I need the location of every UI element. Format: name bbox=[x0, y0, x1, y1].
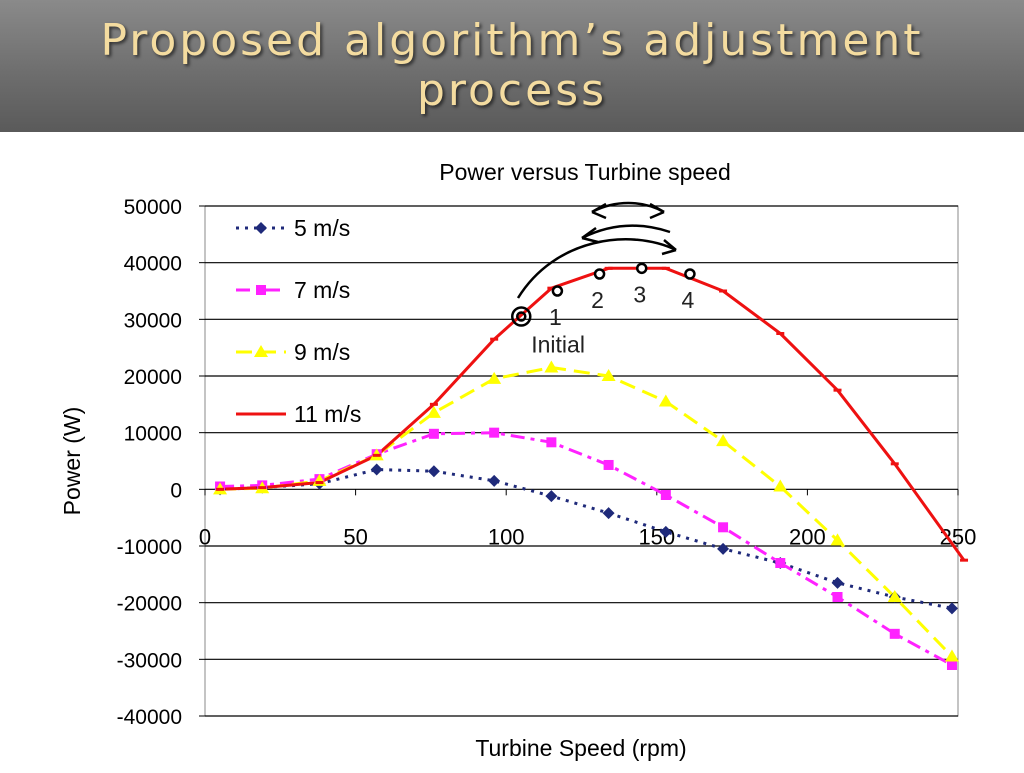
x-axis-label: Turbine Speed (rpm) bbox=[475, 735, 686, 761]
data-point-5ms bbox=[602, 507, 615, 520]
y-tick-label: 50000 bbox=[124, 196, 182, 219]
data-point-9ms bbox=[887, 590, 902, 602]
initial-point-outer bbox=[511, 306, 532, 327]
y-tick-label: 30000 bbox=[124, 309, 182, 332]
annotation-label-4: 4 bbox=[682, 287, 695, 313]
data-point-9ms bbox=[254, 345, 268, 357]
annotation-label-3: 3 bbox=[633, 281, 646, 307]
arrowhead-top-left bbox=[591, 202, 607, 220]
y-tick-label: -20000 bbox=[117, 593, 182, 616]
data-point-7ms bbox=[256, 285, 266, 295]
data-point-5ms bbox=[255, 222, 267, 234]
legend-label: 5 m/s bbox=[294, 215, 350, 241]
data-point-7ms bbox=[775, 558, 786, 568]
data-point-5ms bbox=[717, 542, 730, 555]
data-point-5ms bbox=[545, 490, 558, 503]
x-tick-label: 100 bbox=[488, 524, 525, 549]
data-point-5ms bbox=[945, 602, 958, 615]
power-vs-speed-chart: -40000 -30000 -20000 -10000 0 10000 20000 30000… bbox=[0, 132, 1024, 768]
x-tick-label: 150 bbox=[638, 524, 675, 549]
slide-title: Proposed algorithm’s adjustment process bbox=[100, 15, 924, 116]
y-tick-label: -30000 bbox=[117, 649, 182, 672]
x-tick-label: 200 bbox=[789, 524, 826, 549]
data-point-9ms bbox=[487, 371, 502, 384]
data-point-9ms bbox=[716, 434, 731, 447]
operating-point-2 bbox=[593, 268, 606, 280]
annotation-label-initial: Initial bbox=[531, 332, 585, 358]
data-point-9ms bbox=[426, 405, 441, 418]
initial-point-inner bbox=[516, 311, 527, 322]
data-point-7ms bbox=[489, 427, 500, 438]
data-point-5ms bbox=[659, 525, 672, 538]
arrowhead-top-right bbox=[649, 202, 665, 220]
annotation-label-2: 2 bbox=[591, 287, 604, 313]
y-tick-label: -40000 bbox=[117, 706, 182, 729]
slide-header: Proposed algorithm’s adjustment process bbox=[0, 0, 1024, 132]
y-tick-label: 20000 bbox=[124, 366, 182, 389]
data-point-5ms bbox=[488, 474, 501, 487]
y-tick-label: -10000 bbox=[117, 536, 182, 559]
series-line-5ms bbox=[220, 468, 953, 610]
adjustment-arrows bbox=[516, 201, 677, 299]
y-tick-label: 10000 bbox=[124, 423, 182, 446]
x-tick-label: 250 bbox=[940, 524, 977, 549]
legend-label: 7 m/s bbox=[294, 277, 350, 303]
legend-label: 9 m/s bbox=[294, 339, 350, 365]
data-point-7ms bbox=[428, 428, 439, 439]
data-point-7ms bbox=[660, 490, 671, 500]
data-point-7ms bbox=[946, 660, 957, 670]
data-point-5ms bbox=[427, 465, 440, 478]
data-point-9ms bbox=[944, 649, 959, 662]
legend-label: 11 m/s bbox=[294, 401, 361, 427]
operating-point-4 bbox=[684, 268, 696, 280]
data-point-5ms bbox=[370, 463, 383, 476]
data-point-7ms bbox=[832, 592, 843, 602]
data-point-9ms bbox=[830, 533, 845, 546]
data-point-9ms bbox=[544, 360, 559, 373]
y-tick-label: 0 bbox=[170, 479, 182, 502]
series-line-11ms bbox=[220, 266, 966, 562]
data-point-9ms bbox=[658, 394, 673, 407]
chart-title: Power versus Turbine speed bbox=[439, 159, 731, 185]
y-tick-label: 40000 bbox=[124, 253, 182, 276]
arrow-initial-to-4 bbox=[516, 238, 677, 299]
x-tick-label: 50 bbox=[343, 524, 367, 549]
operating-point-1 bbox=[551, 285, 564, 297]
arrowhead-back-left bbox=[581, 226, 599, 244]
arrowhead-initial-to-4 bbox=[661, 239, 677, 256]
data-point-7ms bbox=[603, 459, 614, 470]
arrow-back-left bbox=[581, 224, 671, 240]
x-tick-label: 0 bbox=[199, 524, 211, 549]
data-point-9ms bbox=[773, 479, 788, 492]
data-point-7ms bbox=[889, 628, 900, 639]
data-point-7ms bbox=[546, 437, 557, 448]
operating-point-3 bbox=[635, 262, 648, 275]
y-axis-label: Power (W) bbox=[59, 407, 85, 516]
annotation-label-1: 1 bbox=[549, 304, 562, 330]
data-point-7ms bbox=[718, 522, 729, 533]
data-point-9ms bbox=[601, 369, 616, 381]
data-point-5ms bbox=[831, 576, 844, 589]
chart-area: -40000 -30000 -20000 -10000 0 10000 20000 30000… bbox=[0, 132, 1024, 768]
